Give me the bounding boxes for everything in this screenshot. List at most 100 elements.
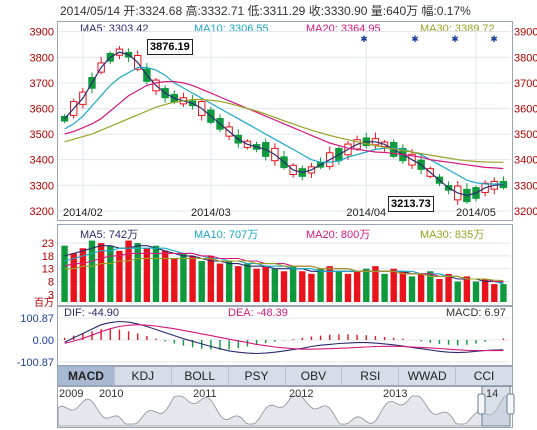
price-month-label: 2014/04 — [346, 207, 386, 219]
macd-tick-left: 100.87 — [20, 313, 54, 325]
volume-tick-left: 13 — [42, 264, 54, 276]
volume-bar — [472, 281, 480, 302]
overview-right-handle — [506, 393, 515, 415]
quote-volume: 量:640万 — [370, 4, 419, 18]
tab-obv[interactable]: OBV — [286, 367, 343, 385]
overview-left-handle — [477, 393, 486, 415]
volume-line-ma20 — [64, 252, 504, 283]
overview-year-2011: 2011 — [193, 388, 217, 400]
price-tick-right: 3700 — [514, 78, 537, 90]
quote-close: 收:3330.90 — [308, 4, 368, 18]
tab-boll[interactable]: BOLL — [172, 367, 229, 385]
volume-bar — [207, 255, 215, 302]
price-line-ma5 — [64, 51, 504, 197]
macd-tick-left: 0.00 — [33, 335, 54, 347]
quote-date: 2014/05/14 — [60, 4, 121, 18]
tab-kdj[interactable]: KDJ — [115, 367, 172, 385]
vol-legend-ma5: MA5: 742万 — [80, 229, 139, 241]
price-tick-left: 3700 — [30, 78, 54, 90]
overview-year-14: 14 — [486, 388, 499, 400]
price-tick-left: 3200 — [30, 206, 54, 218]
overview-year-2009: 2009 — [59, 388, 84, 400]
event-marker-icon: ✱ — [360, 34, 368, 44]
volume-bar — [500, 284, 507, 302]
vol-legend-ma30: MA30: 835万 — [420, 229, 485, 241]
tab-psy[interactable]: PSY — [229, 367, 286, 385]
price-tick-left: 3500 — [30, 129, 54, 141]
tab-cci[interactable]: CCI — [473, 369, 495, 383]
volume-bar — [88, 240, 96, 302]
volume-bar — [271, 268, 279, 302]
quote-open: 开:3324.68 — [123, 4, 183, 18]
volume-bar — [353, 271, 361, 302]
volume-bar — [262, 266, 269, 302]
macd-legend-dif: DIF: -44.90 — [64, 307, 119, 319]
volume-bar — [454, 281, 461, 302]
macd-legend-dea: DEA: -48.39 — [228, 307, 288, 319]
volume-bar — [317, 268, 324, 302]
overview-year-2012: 2012 — [289, 388, 314, 400]
volume-legend-ma5: MA5: 742万 — [80, 226, 138, 242]
price-line-ma30 — [64, 98, 504, 163]
volume-bar — [198, 261, 205, 302]
price-tick-left: 3600 — [30, 103, 54, 115]
price-tick-right: 3500 — [514, 129, 537, 141]
volume-bar — [427, 271, 434, 302]
macd-legend-macd: MACD: 6.97 — [446, 307, 506, 319]
tab-macd[interactable]: MACD — [58, 367, 115, 385]
volume-bar — [180, 253, 187, 302]
event-marker-icon: ✱ — [451, 34, 459, 44]
macd-line-dea — [64, 324, 504, 352]
volume-bar — [381, 273, 388, 302]
overview-year-2013: 2013 — [383, 388, 408, 400]
volume-bar — [189, 255, 196, 302]
price-tick-right: 3400 — [514, 155, 537, 167]
volume-bar — [116, 250, 123, 302]
volume-bar — [445, 273, 452, 302]
tab-rsi[interactable]: RSI — [342, 367, 400, 385]
volume-tick-left: 23 — [42, 238, 54, 250]
volume-bar — [235, 266, 242, 302]
vol-legend-ma10: MA10: 707万 — [194, 229, 259, 241]
price-month-label: 2014/03 — [191, 207, 231, 219]
price-line-ma20 — [64, 81, 504, 170]
quote-high: 高:3332.71 — [185, 4, 245, 18]
candle-body — [60, 115, 69, 122]
volume-bar — [61, 245, 68, 302]
volume-bar — [335, 271, 343, 302]
volume-unit-label: 百万 — [34, 297, 54, 309]
volume-line-ma30 — [64, 257, 504, 282]
volume-legend-ma30: MA30: 835万 — [420, 226, 484, 242]
volume-bar — [79, 248, 87, 302]
volume-bar — [308, 273, 315, 302]
volume-bar — [326, 266, 333, 302]
event-marker-icon: ✱ — [490, 34, 498, 44]
volume-bar — [152, 245, 160, 302]
volume-bar — [417, 273, 425, 302]
price-tick-left: 3400 — [30, 155, 54, 167]
volume-bar — [171, 258, 178, 302]
overview-area — [57, 395, 511, 427]
volume-bar — [253, 268, 260, 302]
indicator-tabs: MACD KDJ BOLL PSY OBV RSI WWAD CCI — [57, 366, 513, 386]
volume-bar — [363, 268, 370, 302]
volume-bar — [481, 278, 489, 302]
volume-bar — [399, 271, 407, 302]
price-tick-right: 3900 — [514, 27, 537, 39]
volume-tick-left: 3 — [48, 289, 54, 301]
price-tick-right: 3600 — [514, 103, 537, 115]
price-tick-right: 3300 — [514, 180, 537, 192]
event-marker-icon: ✱ — [411, 34, 419, 44]
low-callout: 3213.73 — [388, 196, 434, 212]
volume-bar — [436, 278, 443, 302]
price-month-label: 2014/05 — [456, 207, 496, 219]
volume-bar — [408, 276, 416, 302]
tab-wwad[interactable]: WWAD — [399, 367, 457, 385]
volume-bar — [134, 243, 141, 302]
volume-bar — [280, 271, 288, 302]
price-tick-left: 3800 — [30, 52, 54, 64]
macd-panel[interactable] — [57, 306, 513, 366]
price-tick-right: 3200 — [514, 206, 537, 218]
volume-bar — [289, 266, 297, 302]
